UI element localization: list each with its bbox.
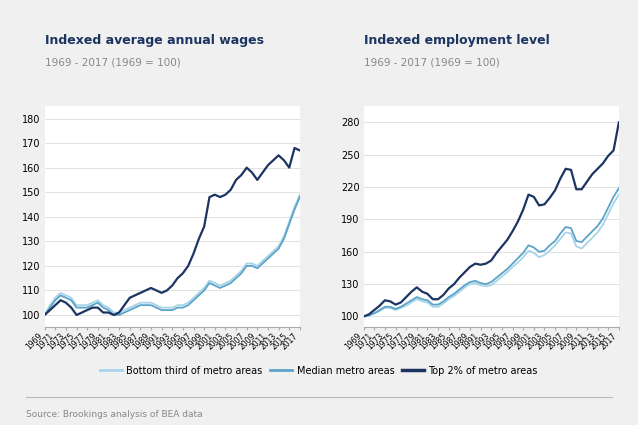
Text: 1969 - 2017 (1969 = 100): 1969 - 2017 (1969 = 100): [45, 57, 181, 68]
Text: Indexed employment level: Indexed employment level: [364, 34, 549, 47]
Legend: Bottom third of metro areas, Median metro areas, Top 2% of metro areas: Bottom third of metro areas, Median metr…: [96, 362, 542, 380]
Text: Source: Brookings analysis of BEA data: Source: Brookings analysis of BEA data: [26, 410, 202, 419]
Text: Indexed average annual wages: Indexed average annual wages: [45, 34, 263, 47]
Text: 1969 - 2017 (1969 = 100): 1969 - 2017 (1969 = 100): [364, 57, 500, 68]
